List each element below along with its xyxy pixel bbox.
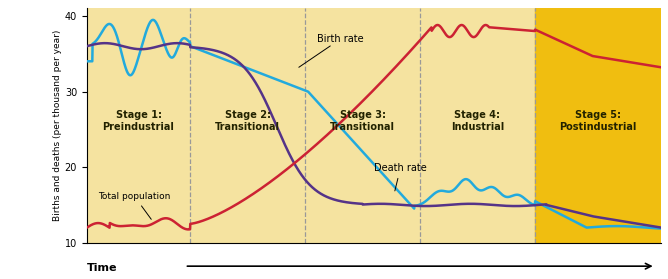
Text: Stage 5:
Postindustrial: Stage 5: Postindustrial [559,110,637,132]
Text: Stage 4:
Industrial: Stage 4: Industrial [451,110,504,132]
Bar [87,8,535,243]
Text: Death rate: Death rate [374,163,427,191]
Y-axis label: Births and deaths (per thousand per year): Births and deaths (per thousand per year… [53,30,62,221]
Text: Stage 3:
Transitional: Stage 3: Transitional [330,110,395,132]
Bar [535,8,661,243]
Text: Birth rate: Birth rate [299,34,363,67]
Text: Stage 2:
Transitional: Stage 2: Transitional [215,110,280,132]
Text: Total population: Total population [98,192,171,219]
Text: Time: Time [87,263,118,273]
Text: Stage 1:
Preindustrial: Stage 1: Preindustrial [103,110,174,132]
